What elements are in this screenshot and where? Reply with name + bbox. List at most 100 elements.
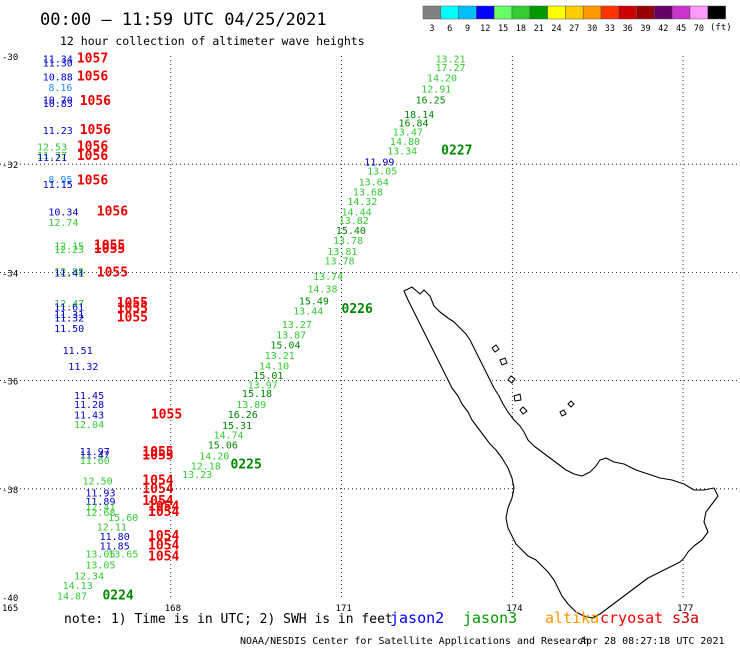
satellite-legend-jason3: jason3: [463, 609, 517, 627]
wave-height-label: 8.95: [48, 175, 72, 186]
wave-height-label: 14.20: [199, 451, 229, 462]
wave-height-label: 12.15: [54, 241, 84, 252]
wave-height-label: 12.47: [54, 299, 84, 310]
legend-swatch-label: 33: [605, 24, 615, 34]
cryosat-label: 1055: [117, 310, 148, 325]
cryosat-label: 1055: [117, 302, 148, 317]
wave-height-label: 11.47: [80, 451, 110, 462]
legend-swatch-label: 70: [694, 24, 704, 34]
wave-height-label: 12.41: [85, 503, 115, 514]
north-island-east-coast-islands: [491, 344, 575, 417]
satellite-legend-s3a: s3a: [672, 609, 699, 627]
legend-swatch-label: 30: [587, 24, 597, 34]
footer-credit: NOAA/NESDIS Center for Satellite Applica…: [240, 636, 589, 647]
wave-height-label: 16.25: [416, 95, 446, 106]
wave-height-label: 13.05: [367, 167, 397, 178]
legend-swatch-label: 24: [551, 24, 561, 34]
cryosat-label: 1054: [148, 539, 179, 554]
wave-height-label: 12.50: [83, 477, 113, 488]
wave-height-label: 13.34: [387, 147, 417, 158]
wave-height-label: 11.32: [68, 362, 98, 373]
wave-height-label: 14.20: [427, 74, 457, 85]
wave-height-label: 13.82: [339, 216, 369, 227]
wave-height-label: 11.23: [43, 126, 73, 137]
legend-swatch-label: 42: [658, 24, 668, 34]
longitude-tick-label: 171: [336, 604, 352, 614]
wave-height-label: 10.34: [48, 207, 78, 218]
cryosat-label: 1054: [142, 494, 173, 509]
wave-height-label: 15.31: [222, 421, 252, 432]
wave-height-label: 11.45: [74, 391, 104, 402]
cryosat-label: 1056: [77, 70, 108, 85]
cryosat-label: 1054: [148, 505, 179, 520]
wave-height-label: 11.32: [54, 313, 84, 324]
legend-swatch: [476, 5, 495, 20]
wave-height-label: 14.44: [342, 207, 372, 218]
wave-height-label: 14.13: [63, 581, 93, 592]
wave-height-label: 16.84: [398, 119, 428, 130]
wave-height-label: 15.18: [242, 389, 272, 400]
wave-height-label: 11.34: [43, 55, 73, 66]
legend-swatch: [618, 5, 637, 20]
wave-height-label: 13.87: [276, 331, 306, 342]
legend-swatch: [654, 5, 673, 20]
legend-swatch: [671, 5, 691, 20]
wave-height-label: 11.97: [80, 447, 110, 458]
wave-height-label: 13.23: [182, 470, 212, 481]
wave-height-label: 12.34: [74, 571, 104, 582]
satellite-legend-altika: altika: [545, 609, 599, 627]
wave-height-label: 11.41: [54, 268, 84, 279]
cryosat-label: 1056: [77, 149, 108, 164]
legend-swatch: [422, 5, 442, 20]
cryosat-label: 1054: [148, 500, 179, 515]
wave-height-label: 8.16: [48, 83, 72, 94]
legend-swatch-label: 9: [465, 24, 470, 34]
wave-height-label: 13.47: [393, 128, 423, 139]
wave-height-label: 13.05: [85, 550, 115, 561]
longitude-tick-label: 177: [677, 604, 693, 614]
latitude-tick-label: -40: [2, 594, 18, 604]
wave-height-label: 11.89: [85, 497, 115, 508]
wave-height-label: 17.27: [435, 63, 465, 74]
wave-height-label: 11.43: [74, 411, 104, 422]
wave-height-label: 12.91: [421, 84, 451, 95]
wave-height-label: 11.93: [85, 489, 115, 500]
pass-time-label: 0226: [342, 302, 373, 317]
latitude-tick-label: -34: [2, 269, 18, 279]
cryosat-label: 1055: [117, 296, 148, 311]
cryosat-label: 1054: [148, 549, 179, 564]
wave-height-label: 13.89: [236, 400, 266, 411]
wave-height-label: 11.60: [80, 456, 110, 467]
legend-swatch-label: 18: [516, 24, 526, 34]
legend-swatch-label: 36: [623, 24, 633, 34]
legend-swatch: [707, 5, 726, 20]
north-island-outline: [403, 286, 719, 619]
longitude-tick-label: 174: [506, 604, 522, 614]
legend-swatch: [511, 5, 531, 20]
new-zealand-coastline: [403, 286, 719, 619]
cryosat-label: 1055: [94, 242, 125, 257]
legend-swatch-label: 27: [569, 24, 579, 34]
wave-height-label: 13.97: [248, 380, 278, 391]
cryosat-label: 1054: [142, 482, 173, 497]
cryosat-label: 1055: [142, 445, 173, 460]
cryosat-label: 1055: [151, 408, 182, 423]
cryosat-label: 1056: [77, 173, 108, 188]
wave-height-label: 12.88: [54, 267, 84, 278]
wave-height-label: 11.31: [54, 310, 84, 321]
wave-height-label: 13.78: [324, 256, 354, 267]
legend-swatch: [529, 5, 548, 20]
latitude-tick-label: -38: [2, 486, 18, 496]
wave-height-label: 13.21: [435, 55, 465, 66]
wave-height-label: 12.74: [48, 218, 78, 229]
wave-height-label: 11.28: [74, 400, 104, 411]
wave-height-label: 13.74: [313, 272, 343, 283]
wave-height-label: 13.27: [282, 320, 312, 331]
cryosat-label: 1055: [97, 265, 128, 280]
wave-height-label: 13.65: [108, 550, 138, 561]
cryosat-label: 1054: [142, 474, 173, 489]
legend-swatch-label: 3: [429, 24, 434, 34]
pass-time-label: 0225: [231, 457, 262, 472]
